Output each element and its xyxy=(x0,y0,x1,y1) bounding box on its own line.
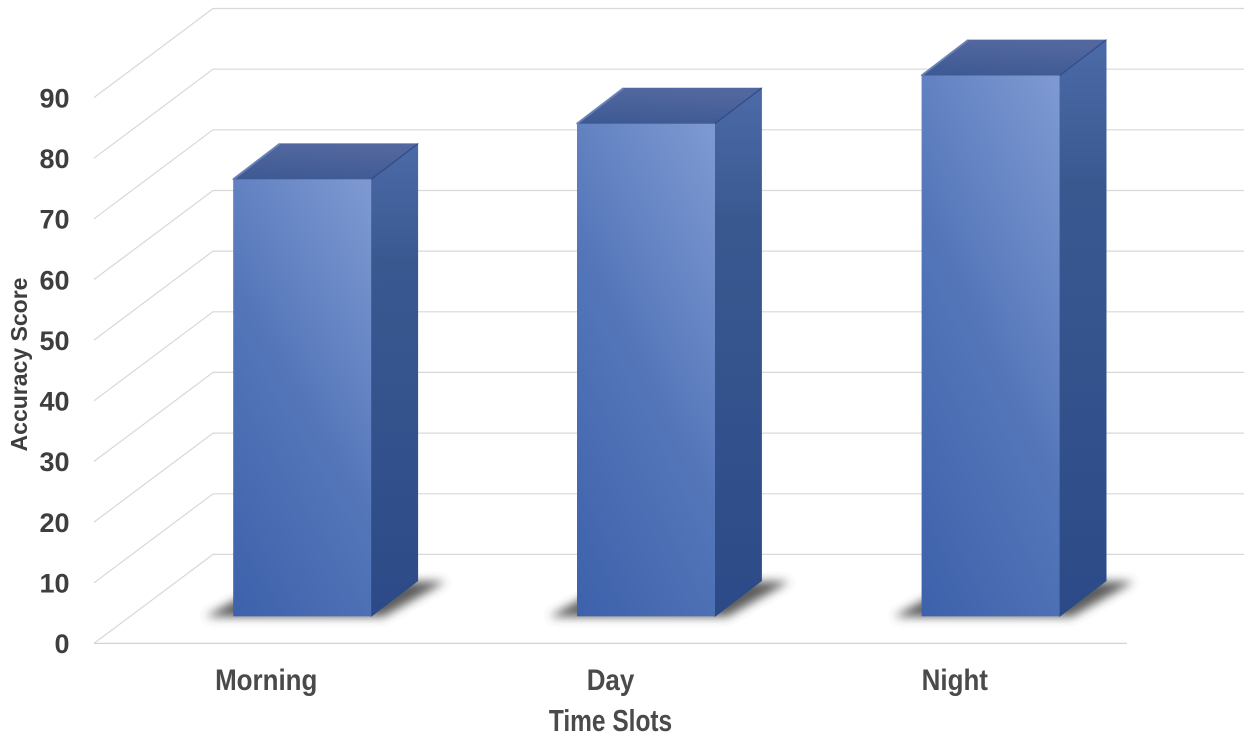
svg-text:40: 40 xyxy=(39,387,69,417)
svg-text:Accuracy Score: Accuracy Score xyxy=(6,278,32,452)
svg-text:60: 60 xyxy=(39,265,69,295)
svg-text:10: 10 xyxy=(39,569,69,599)
svg-text:50: 50 xyxy=(39,326,69,356)
svg-text:Morning: Morning xyxy=(215,663,317,696)
svg-text:Day: Day xyxy=(587,663,635,696)
svg-text:Time Slots: Time Slots xyxy=(549,703,672,737)
svg-text:90: 90 xyxy=(39,83,69,113)
svg-text:70: 70 xyxy=(39,205,69,235)
svg-text:30: 30 xyxy=(39,447,69,477)
svg-text:0: 0 xyxy=(54,629,69,659)
svg-text:80: 80 xyxy=(39,144,69,174)
svg-text:20: 20 xyxy=(39,508,69,538)
svg-text:Night: Night xyxy=(922,663,988,696)
